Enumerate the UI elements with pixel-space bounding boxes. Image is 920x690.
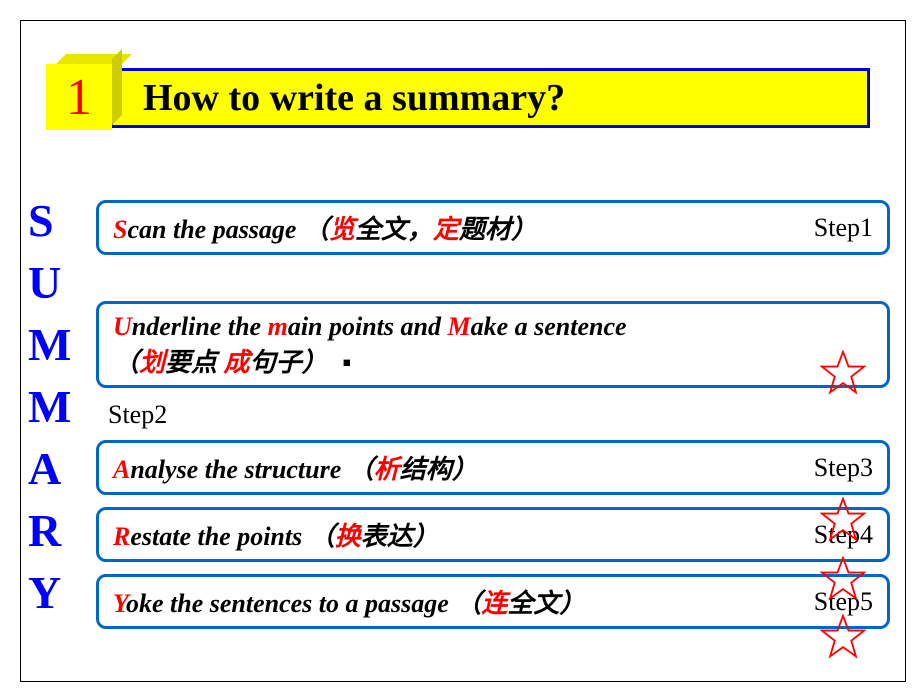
- step2-box: Underline the main points and Make a sen…: [96, 301, 890, 388]
- step2-line1: Underline the main points and Make a sen…: [113, 312, 627, 342]
- acrostic-m2: M: [28, 376, 71, 438]
- step5-label: Step5: [814, 587, 873, 617]
- step1-text: Scan the passage （览全文，定题材）: [113, 209, 537, 246]
- step3-label: Step3: [814, 453, 873, 483]
- step4-label: Step4: [814, 520, 873, 550]
- slide-number: 1: [66, 68, 92, 127]
- acrostic-m1: M: [28, 314, 71, 376]
- step3-box: Analyse the structure （析结构） Step3: [96, 440, 890, 495]
- acrostic-column: S U M M A R Y: [28, 190, 71, 624]
- content-area: Scan the passage （览全文，定题材） Step1 Underli…: [96, 200, 890, 641]
- step2-line2: （划要点 成句子） ▪: [113, 342, 343, 379]
- step2-label: Step2: [108, 400, 890, 430]
- acrostic-a: A: [28, 438, 71, 500]
- acrostic-u: U: [28, 252, 71, 314]
- step4-text: Restate the points （换表达）: [113, 516, 439, 553]
- acrostic-s: S: [28, 190, 71, 252]
- number-cube: 1: [46, 64, 112, 130]
- step4-box: Restate the points （换表达） Step4: [96, 507, 890, 562]
- header-title: How to write a summary?: [143, 76, 565, 120]
- step5-box: Yoke the sentences to a passage （连全文） St…: [96, 574, 890, 629]
- step5-text: Yoke the sentences to a passage （连全文）: [113, 583, 585, 620]
- acrostic-r: R: [28, 500, 71, 562]
- step1-label: Step1: [814, 213, 873, 243]
- header-banner: How to write a summary?: [110, 68, 870, 128]
- step1-box: Scan the passage （览全文，定题材） Step1: [96, 200, 890, 255]
- acrostic-y: Y: [28, 562, 71, 624]
- step3-text: Analyse the structure （析结构）: [113, 449, 478, 486]
